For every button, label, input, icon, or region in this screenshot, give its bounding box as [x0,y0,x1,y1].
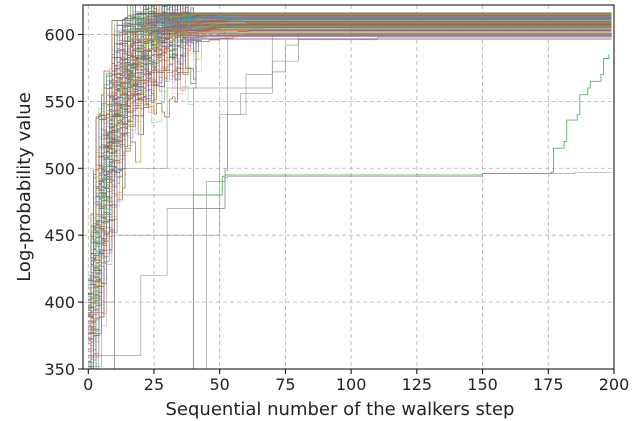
plot-frame [82,4,615,370]
y-tick-label: 400 [44,293,75,312]
walker-series-line [88,5,612,333]
walker-series-line [88,26,612,331]
walker-series-line [93,19,612,369]
y-axis-label: Log-probability value [14,92,35,282]
walker-series-line [93,22,612,369]
walker-series-line [88,13,612,324]
walker-series-line [88,26,612,369]
x-tick-label: 50 [210,375,230,394]
x-axis-label: Sequential number of the walkers step [166,399,515,420]
x-tick-label: 100 [336,375,367,394]
x-tick-label: 150 [467,375,498,394]
walker-series-line [88,28,612,280]
x-tick-label: 75 [275,375,295,394]
walker-series-line [88,171,612,369]
walker-series-line [88,38,612,313]
y-tick-label: 600 [44,25,75,44]
plot-background [83,5,614,369]
x-tick-label: 175 [533,375,564,394]
x-tick-label: 0 [83,375,93,394]
walker-series-line [88,14,612,340]
slow-walker-series-line [88,54,610,369]
y-tick-label: 550 [44,92,75,111]
walker-series-line [90,8,612,369]
x-tick-label: 200 [599,375,630,394]
y-tick-label: 500 [44,159,75,178]
y-tick-label: 350 [44,360,75,379]
walker-series-line [88,33,612,350]
y-tick-label: 450 [44,226,75,245]
walker-series-line [88,19,612,306]
x-tick-label: 25 [144,375,164,394]
x-tick-label: 125 [402,375,433,394]
series-layer [88,5,612,369]
axis-ticks: 0 25 50 75 100 125 150 175 200 350 400 450 500 550 600 [44,25,629,394]
